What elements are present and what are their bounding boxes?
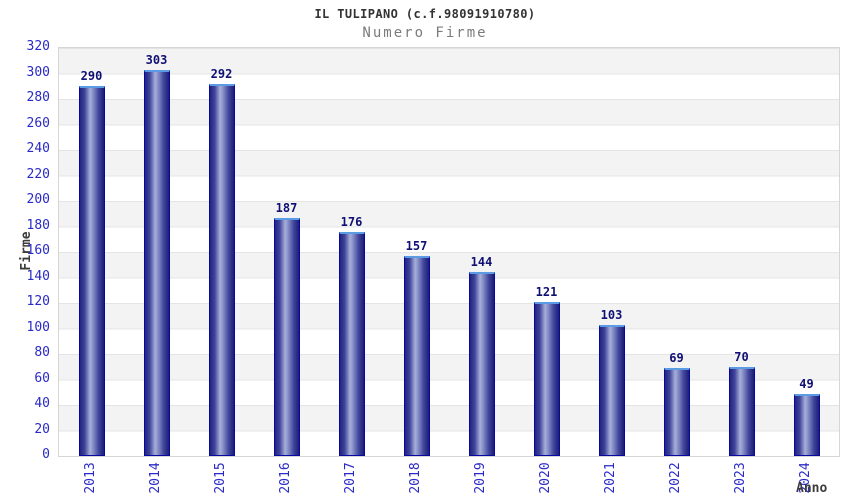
- x-axis-tick-label: 2017: [342, 462, 358, 494]
- y-axis-tick-label: 300: [26, 64, 50, 80]
- bar-2024: [793, 393, 820, 456]
- bar-2016: [273, 217, 300, 456]
- bar-2015: [208, 83, 235, 456]
- bar-value-label: 303: [145, 52, 168, 67]
- bar-2018: [403, 255, 430, 456]
- y-axis-tick-label: 280: [26, 90, 50, 105]
- y-axis-tick-label: 60: [34, 370, 50, 386]
- y-axis-tick-label: 240: [26, 141, 50, 156]
- bar-2021: [598, 324, 625, 456]
- bar-2019: [468, 272, 495, 456]
- y-axis-tick-label: 0: [42, 447, 50, 462]
- x-axis-tick-label: 2023: [732, 462, 748, 494]
- bar-value-label: 290: [80, 69, 103, 84]
- x-axis-tick-label: 2016: [277, 462, 293, 494]
- chart-subtitle: Numero Firme: [362, 25, 488, 41]
- x-axis-tick-label: 2021: [602, 462, 618, 494]
- y-axis-tick-label: 200: [26, 192, 50, 207]
- x-axis-tick-label: 2018: [407, 462, 423, 494]
- y-axis-tick-label: 120: [26, 294, 50, 309]
- y-axis-tick-label: 40: [34, 396, 50, 411]
- bar-value-label: 70: [734, 349, 749, 364]
- bar-2017: [338, 231, 365, 456]
- plot-area: 290 303 292 187 176 157 144 121 103 69 70 49: [58, 47, 840, 457]
- bar-value-label: 176: [340, 214, 363, 229]
- y-axis-tick-label: 20: [34, 421, 50, 437]
- bar-value-label: 69: [669, 351, 684, 366]
- bar-value-label: 144: [470, 255, 493, 270]
- x-axis-tick-label: 2019: [472, 462, 488, 494]
- y-axis-tick-label: 160: [26, 243, 50, 258]
- bar-2023: [728, 366, 755, 456]
- bar-value-label: 187: [275, 200, 298, 215]
- bar-2014: [143, 69, 170, 456]
- y-axis-tick-label: 260: [26, 115, 50, 131]
- bar-value-label: 49: [799, 376, 814, 391]
- x-axis-tick-label: 2014: [147, 462, 163, 494]
- bar-2013: [78, 86, 105, 456]
- bar-value-label: 103: [600, 307, 623, 322]
- bar-value-label: 157: [405, 238, 428, 253]
- x-axis-tick-label: 2020: [537, 462, 553, 494]
- bar-2020: [533, 301, 560, 456]
- chart-title: IL TULIPANO (c.f.98091910780): [314, 7, 536, 21]
- bar-value-label: 292: [210, 66, 233, 81]
- bar-value-label: 121: [535, 284, 558, 299]
- y-axis-tick-label: 140: [26, 268, 50, 284]
- x-axis-title: Anno: [796, 481, 828, 496]
- y-axis-tick-label: 100: [26, 319, 50, 335]
- x-axis-tick-label: 2015: [212, 462, 228, 494]
- y-axis-tick-label: 180: [26, 217, 50, 233]
- x-axis-tick-label: 2013: [82, 462, 98, 494]
- y-axis-tick-label: 80: [34, 345, 50, 360]
- x-axis-tick-label: 2022: [667, 462, 683, 494]
- bar-2022: [663, 368, 690, 456]
- y-axis-tick-label: 320: [26, 39, 50, 54]
- y-axis-tick-label: 220: [26, 166, 50, 182]
